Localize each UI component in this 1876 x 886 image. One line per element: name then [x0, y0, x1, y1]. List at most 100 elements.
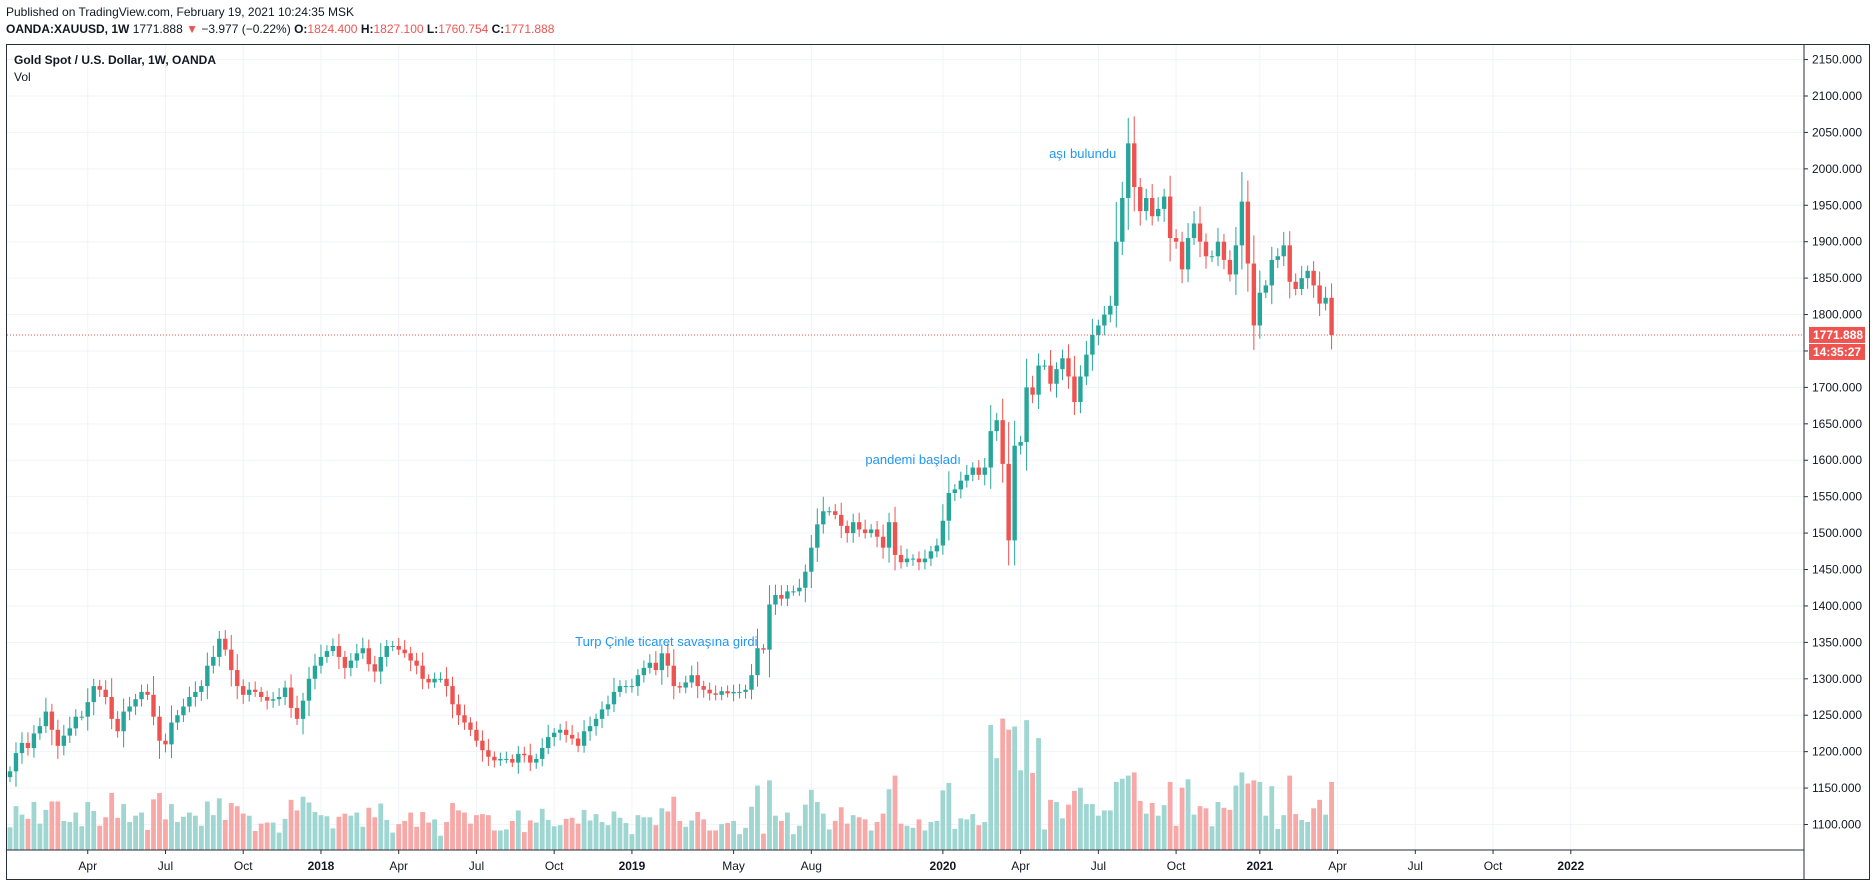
x-tick-label: Oct: [545, 859, 564, 873]
candle-body: [258, 691, 264, 698]
candle-body: [1257, 292, 1263, 326]
volume-bar: [1113, 781, 1119, 850]
candle-body: [623, 686, 629, 688]
volume-bar: [1203, 808, 1209, 850]
candle-body: [599, 709, 605, 719]
candle-body: [1054, 369, 1059, 384]
volume-bar: [880, 813, 886, 850]
candle-body: [1293, 281, 1298, 290]
volume-bar: [402, 820, 408, 850]
volume-bar: [145, 829, 150, 850]
volume-bar: [1263, 815, 1269, 850]
volume-bar: [1245, 783, 1251, 850]
candle-body: [988, 431, 993, 468]
chart-annotation[interactable]: aşı bulundu: [1049, 146, 1116, 161]
candle-body: [330, 646, 336, 652]
volume-bar: [1125, 775, 1131, 850]
x-tick-label: 2019: [619, 859, 646, 873]
chart-frame: [6, 44, 1870, 880]
volume-bar: [790, 834, 796, 850]
candle-body: [270, 699, 276, 701]
candle-body: [868, 529, 874, 534]
candle-body: [683, 682, 688, 688]
candle-body: [109, 697, 114, 719]
volume-bar: [1167, 781, 1173, 850]
volume-bar: [515, 810, 521, 850]
candle-body: [563, 729, 569, 735]
volume-bar: [1078, 787, 1083, 850]
candle-body: [151, 694, 156, 717]
volume-bar: [563, 818, 569, 850]
candle-body: [833, 511, 838, 515]
volume-bar: [192, 815, 198, 850]
candle-body: [862, 529, 868, 534]
candle-body: [522, 753, 527, 756]
volume-bar: [372, 817, 378, 850]
price-axis[interactable]: 1100.000 1150.000 1200.000 1250.000 1300.000…: [1803, 45, 1862, 880]
candle-body: [229, 649, 234, 671]
candle-body: [1024, 387, 1029, 443]
volume-bar: [826, 829, 832, 850]
volume-bar: [545, 819, 551, 850]
volume-bar: [1030, 772, 1035, 850]
candle-body: [1090, 334, 1095, 355]
volume-bar: [468, 823, 473, 850]
candle-body: [1144, 197, 1149, 212]
volume-legend[interactable]: Vol: [14, 70, 31, 84]
volume-bar: [121, 804, 127, 850]
volume-bar: [509, 820, 515, 850]
x-tick-label: Aug: [801, 859, 822, 873]
volume-bar: [49, 801, 55, 850]
candle-body: [103, 689, 108, 698]
candle-body: [504, 758, 509, 760]
open-label: O:: [294, 22, 308, 36]
candle-body: [892, 522, 898, 555]
chart-annotation[interactable]: pandemi başladı: [865, 452, 960, 467]
volume-bar: [767, 780, 772, 850]
time-axis[interactable]: Apr Jul Oct 2018 Apr Jul Oct 2019 May Aug 2020 Apr J…: [7, 849, 1804, 873]
y-tick-label: 2000.000: [1812, 162, 1862, 176]
volume-bar: [175, 822, 180, 850]
candle-body: [898, 554, 904, 563]
candle-body: [635, 675, 641, 687]
candle-body: [1299, 278, 1304, 290]
volume-bar: [1149, 803, 1155, 850]
candle-body: [1012, 445, 1017, 541]
volume-bar: [611, 811, 617, 850]
chart-legend-title[interactable]: Gold Spot / U.S. Dollar, 1W, OANDA: [14, 53, 217, 67]
candle-body: [659, 653, 665, 671]
volume-bar: [43, 809, 49, 850]
volume-bar: [480, 814, 485, 850]
candle-body: [49, 711, 55, 730]
chart-annotation[interactable]: Turp Çinle ticaret savaşına girdi: [575, 634, 757, 649]
volume-bar: [677, 820, 683, 850]
volume-bar: [904, 825, 910, 850]
volume-bar: [7, 827, 13, 850]
volume-bar: [264, 822, 270, 850]
volume-bar: [1257, 781, 1263, 850]
candle-body: [1263, 285, 1268, 293]
volume-bar: [198, 825, 204, 850]
volume-bar: [1119, 778, 1125, 850]
candle-body: [1281, 245, 1286, 257]
volume-bar: [133, 815, 138, 850]
high-label: H:: [360, 22, 374, 36]
volume-bar: [623, 823, 629, 850]
volume-bar: [1179, 787, 1185, 850]
volume-bar: [701, 819, 707, 850]
y-tick-label: 1600.000: [1812, 453, 1862, 467]
volume-bar: [115, 817, 121, 850]
candle-body: [318, 656, 324, 666]
candles: [7, 116, 1334, 787]
candle-body: [1132, 143, 1137, 188]
y-tick-label: 1100.000: [1812, 818, 1861, 832]
volume-bar: [1293, 814, 1299, 850]
volume-bar: [1329, 781, 1334, 850]
volume-bar: [330, 828, 336, 850]
candle-body: [127, 706, 132, 712]
candle-body: [264, 697, 270, 701]
symbol-name: OANDA:XAUUSD, 1W: [6, 22, 130, 36]
candle-body: [1191, 223, 1197, 239]
volume-bar: [1305, 822, 1311, 850]
